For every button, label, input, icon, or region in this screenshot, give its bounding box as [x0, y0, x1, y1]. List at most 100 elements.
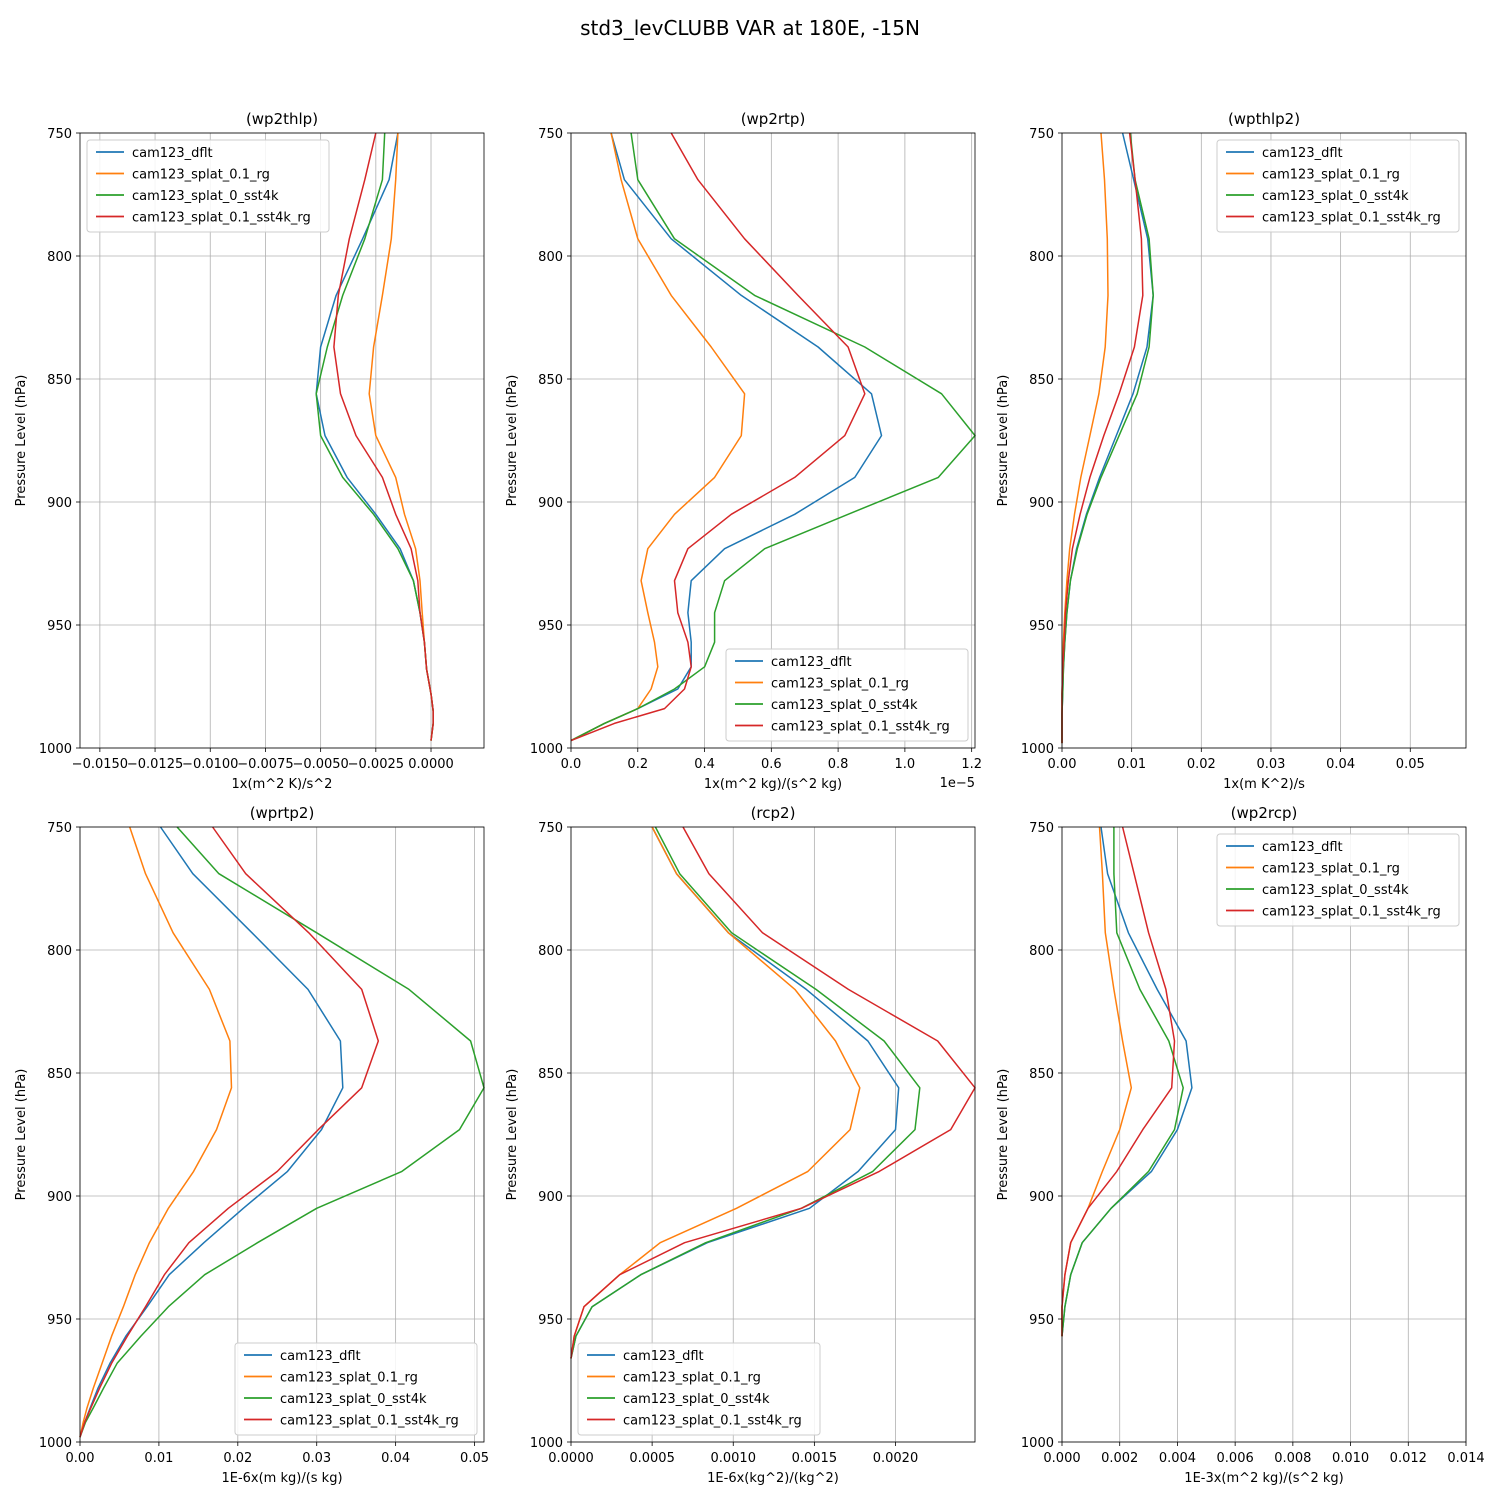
- legend-label: cam123_splat_0_sst4k: [1262, 189, 1409, 204]
- series-line-cam123_splat_0.1_sst4k_rg: [1061, 132, 1144, 744]
- series-line-cam123_splat_0.1_sst4k_rg: [570, 826, 976, 1359]
- x-tick-label: −0.0025: [348, 757, 404, 772]
- series-line-cam123_splat_0.1_sst4k_rg: [79, 826, 380, 1438]
- legend-label: cam123_splat_0_sst4k: [280, 1392, 427, 1407]
- y-tick-label: 800: [1029, 250, 1054, 265]
- x-tick-label: 0.002: [1101, 1451, 1138, 1466]
- legend-label: cam123_splat_0.1_rg: [623, 1371, 761, 1386]
- x-tick-label: 0.02: [223, 1451, 252, 1466]
- x-tick-label: 0.012: [1390, 1451, 1427, 1466]
- series-line-cam123_splat_0.1_rg: [368, 132, 434, 741]
- y-tick-label: 900: [1029, 496, 1054, 511]
- legend-label: cam123_splat_0.1_rg: [280, 1371, 418, 1386]
- y-tick-label: 750: [47, 821, 72, 836]
- y-tick-label: 800: [538, 944, 563, 959]
- subplot-title: (wprtp2): [250, 804, 315, 822]
- x-tick-label: 0.01: [144, 1451, 173, 1466]
- y-tick-label: 800: [47, 250, 72, 265]
- x-tick-label: 0.000: [1043, 1451, 1080, 1466]
- x-tick-label: −0.0125: [127, 757, 183, 772]
- legend: cam123_dflt cam123_splat_0.1_rg cam123_spl…: [1216, 833, 1460, 927]
- y-tick-label: 750: [538, 821, 563, 836]
- series-line-cam123_dflt: [570, 826, 900, 1359]
- x-tick-label: 0.0020: [873, 1451, 919, 1466]
- y-axis-label: Pressure Level (hPa): [505, 375, 520, 507]
- subplot-6: 0.000 0.002 0.004 0.006 0.008 0.010 0.012 0.014…: [996, 804, 1485, 1486]
- x-tick-label: 0.004: [1159, 1451, 1196, 1466]
- series-line-cam123_splat_0.1_rg: [570, 132, 746, 742]
- axes-frame: [570, 826, 976, 1443]
- axes-frame: [570, 132, 976, 749]
- y-tick-label: 750: [47, 127, 72, 142]
- series-line-cam123_dflt: [570, 132, 883, 742]
- y-tick-label: 750: [1029, 127, 1054, 142]
- x-tick-label: 0.04: [381, 1451, 410, 1466]
- x-tick-label: 0.00: [66, 1451, 95, 1466]
- y-tick-label: 950: [538, 1313, 563, 1328]
- x-tick-label: 0.0000: [408, 757, 454, 772]
- legend: cam123_dflt cam123_splat_0.1_rg cam123_spl…: [1216, 139, 1460, 233]
- legend-label: cam123_splat_0.1_sst4k_rg: [623, 1414, 802, 1429]
- x-tick-label: 0.03: [1256, 757, 1285, 772]
- y-tick-label: 1000: [1021, 1436, 1054, 1451]
- y-axis-label: Pressure Level (hPa): [996, 375, 1011, 507]
- x-axis-label: 1x(m K^2)/s: [1223, 777, 1305, 792]
- x-tick-label: 0.006: [1217, 1451, 1254, 1466]
- x-tick-label: 1.0: [895, 757, 916, 772]
- series-line-cam123_splat_0_sst4k: [570, 826, 921, 1359]
- x-axis-label: 1x(m^2 kg)/(s^2 kg): [704, 777, 842, 792]
- x-tick-label: 1.2: [961, 757, 982, 772]
- legend-label: cam123_splat_0.1_rg: [132, 168, 270, 183]
- x-axis-label: 1x(m^2 K)/s^2: [232, 777, 333, 792]
- subplot-2: 0.0 0.2 0.4 0.6 0.8 1.0 1.2 750 800 850 900 950 1000…: [505, 110, 982, 792]
- subplot-title: (wp2rtp): [741, 110, 806, 128]
- y-tick-label: 800: [47, 944, 72, 959]
- series-line-cam123_splat_0_sst4k: [79, 826, 485, 1438]
- y-tick-label: 900: [47, 1190, 72, 1205]
- x-tick-label: −0.0100: [182, 757, 238, 772]
- legend-label: cam123_splat_0_sst4k: [1262, 883, 1409, 898]
- y-tick-label: 1000: [39, 742, 72, 757]
- x-tick-label: 0.8: [828, 757, 849, 772]
- legend-label: cam123_dflt: [280, 1349, 361, 1364]
- y-tick-label: 850: [538, 1067, 563, 1082]
- x-tick-label: 0.010: [1332, 1451, 1369, 1466]
- legend-label: cam123_dflt: [1262, 840, 1343, 855]
- x-tick-label: 0.05: [1396, 757, 1425, 772]
- x-axis-label: 1E-6x(m kg)/(s kg): [221, 1471, 342, 1486]
- axis-offset-label: 1e−5: [940, 776, 975, 791]
- y-axis-label: Pressure Level (hPa): [996, 1069, 1011, 1201]
- figure-title: std3_levCLUBB VAR at 180E, -15N: [580, 16, 920, 40]
- x-tick-label: −0.0075: [237, 757, 293, 772]
- series-line-cam123_splat_0_sst4k: [1061, 827, 1184, 1337]
- legend-label: cam123_splat_0.1_sst4k_rg: [1262, 211, 1441, 226]
- legend-label: cam123_dflt: [771, 655, 852, 670]
- legend-box: [234, 1342, 478, 1436]
- x-tick-label: 0.01: [1117, 757, 1146, 772]
- y-tick-label: 850: [538, 373, 563, 388]
- series-line-cam123_splat_0_sst4k: [570, 132, 976, 742]
- series-line-cam123_splat_0.1_rg: [1061, 826, 1133, 1337]
- legend: cam123_dflt cam123_splat_0.1_rg cam123_spl…: [577, 1342, 821, 1436]
- x-tick-label: −0.0050: [292, 757, 348, 772]
- x-tick-label: 0.03: [302, 1451, 331, 1466]
- y-axis-label: Pressure Level (hPa): [14, 375, 29, 507]
- series-line-cam123_splat_0.1_sst4k_rg: [570, 132, 866, 742]
- series-line-cam123_splat_0.1_sst4k_rg: [1061, 826, 1176, 1337]
- subplot-title: (wp2thlp): [246, 110, 318, 128]
- legend: cam123_dflt cam123_splat_0.1_rg cam123_spl…: [86, 139, 330, 233]
- y-tick-label: 750: [538, 127, 563, 142]
- x-axis-label: 1E-3x(m^2 kg)/(s^2 kg): [1184, 1471, 1343, 1486]
- x-tick-label: 0.008: [1274, 1451, 1311, 1466]
- series-line-cam123_dflt: [79, 826, 344, 1438]
- axes-frame: [79, 826, 485, 1443]
- legend-label: cam123_dflt: [1262, 146, 1343, 161]
- y-tick-label: 850: [1029, 373, 1054, 388]
- series-line-cam123_dflt: [315, 132, 434, 741]
- x-tick-label: 0.05: [460, 1451, 489, 1466]
- y-tick-label: 800: [538, 250, 563, 265]
- subplot-title: (wpthlp2): [1228, 110, 1300, 128]
- x-tick-label: −0.0150: [72, 757, 128, 772]
- legend-label: cam123_splat_0_sst4k: [623, 1392, 770, 1407]
